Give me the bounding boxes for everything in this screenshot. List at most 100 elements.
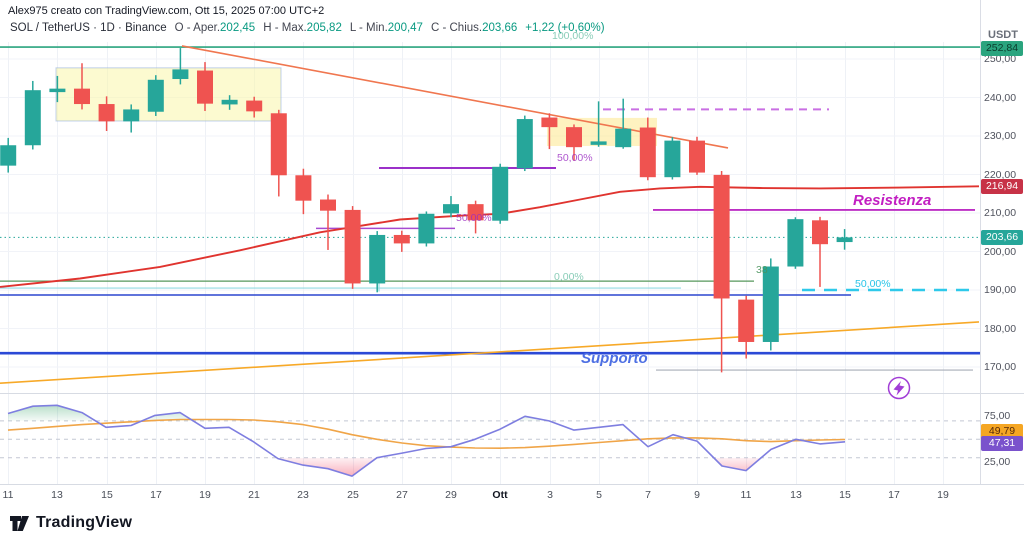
date-label[interactable]: 17 xyxy=(150,489,162,501)
candle-body xyxy=(197,70,213,104)
ohlc-value: 200,47 xyxy=(387,22,423,34)
separator: · xyxy=(89,22,101,34)
candle-body xyxy=(615,128,632,148)
candle-body xyxy=(639,127,656,178)
trendlines xyxy=(0,45,980,384)
date-label[interactable]: 19 xyxy=(199,489,211,501)
rsi-oversold-fill xyxy=(8,457,845,477)
rsi-overbought-fill xyxy=(8,405,845,421)
ohlc-value: 205,82 xyxy=(306,22,342,34)
candle-body xyxy=(418,213,435,244)
candle-body xyxy=(812,220,828,245)
date-label[interactable]: 27 xyxy=(396,489,408,501)
fib-0-label: 0,00% xyxy=(554,271,584,283)
currency-label: USDT xyxy=(988,29,1018,41)
fib-38-label: 38 xyxy=(756,264,768,276)
candle-body xyxy=(98,104,115,122)
date-label[interactable]: 13 xyxy=(790,489,802,501)
candle-body xyxy=(369,234,386,284)
date-label[interactable]: 9 xyxy=(694,489,700,501)
attribution-text: Alex975 creato con TradingView.com, Ott … xyxy=(8,5,325,17)
rsi-tick: 25,00 xyxy=(984,456,1011,469)
price-tick: 200,00 xyxy=(984,245,1017,258)
symbol-name: SOL / TetherUS xyxy=(10,22,90,34)
date-label[interactable]: Ott xyxy=(492,489,508,501)
ohlc-label: L - Min. xyxy=(349,22,388,34)
date-label[interactable]: 11 xyxy=(740,489,752,501)
candle-body xyxy=(836,237,853,243)
price-tick: 190,00 xyxy=(984,284,1017,296)
candle-body xyxy=(787,219,804,267)
candle-body xyxy=(246,100,263,112)
rsi-badge: 47,31 xyxy=(981,435,1023,451)
fib-50-cyan-label: 50,00% xyxy=(855,278,891,290)
candle-body xyxy=(295,175,312,201)
high-level-badge: 252,84 xyxy=(981,40,1023,56)
candle-body xyxy=(344,209,361,284)
candle-body xyxy=(566,127,582,148)
ma-level-badge: 216,94 xyxy=(981,178,1023,194)
rsi-line xyxy=(7,404,846,477)
candle-body xyxy=(443,204,459,214)
price-tick: 180,00 xyxy=(984,322,1017,335)
ohlc-value: 202,45 xyxy=(220,22,256,34)
candle-body xyxy=(590,141,607,145)
exchange-label: Binance xyxy=(125,22,167,34)
candle-body xyxy=(172,69,189,80)
tradingview-logo-text: TradingView xyxy=(36,514,133,531)
candle-body xyxy=(516,119,533,169)
pane-borders xyxy=(0,0,1024,485)
candle-body xyxy=(0,145,17,166)
ohlc-label: H - Max. xyxy=(263,22,307,34)
date-label[interactable]: 21 xyxy=(248,489,260,501)
date-label[interactable]: 15 xyxy=(839,489,851,501)
fib-50-mid-label: 50,00% xyxy=(456,212,492,224)
candle-body xyxy=(24,90,41,146)
date-label[interactable]: 5 xyxy=(596,489,602,501)
rsi-panel xyxy=(0,404,980,477)
date-label[interactable]: 3 xyxy=(547,489,553,501)
lightning-icon[interactable] xyxy=(887,376,911,400)
date-label[interactable]: 25 xyxy=(347,489,359,501)
change-value: +1,22 (+0,60%) xyxy=(525,22,605,34)
ohlc-label: C - Chius. xyxy=(430,22,483,34)
fib-100-label: 100,00% xyxy=(552,30,594,42)
rsi-ma-line xyxy=(7,418,846,450)
date-label[interactable]: 7 xyxy=(645,489,651,501)
last-price-badge: 203,66 xyxy=(981,229,1023,245)
candle-body xyxy=(664,140,681,178)
fib-50-upper-label: 50,00% xyxy=(557,152,593,164)
candle-body xyxy=(49,88,66,93)
date-label[interactable]: 29 xyxy=(445,489,457,501)
resistenza-label: Resistenza xyxy=(853,192,932,209)
rsi-ma-badge: 49,79 xyxy=(981,423,1023,439)
symbol-info-row[interactable]: SOL / TetherUS · 1D · Binance O - Aper.20… xyxy=(10,22,605,34)
candle-body xyxy=(689,140,705,173)
ascending-trendline xyxy=(0,321,980,384)
candle-body xyxy=(467,204,484,221)
date-label[interactable]: 15 xyxy=(101,489,113,501)
date-label[interactable]: 23 xyxy=(297,489,309,501)
date-label[interactable]: 13 xyxy=(51,489,63,501)
candle-body xyxy=(713,174,730,299)
date-label[interactable]: 19 xyxy=(937,489,949,501)
candle-body xyxy=(270,113,287,176)
candles xyxy=(0,48,853,373)
rsi-tick: 75,00 xyxy=(984,410,1011,423)
separator: · xyxy=(114,22,126,34)
descending-trendline xyxy=(181,45,729,149)
candle-body xyxy=(541,117,558,128)
candle-body xyxy=(492,166,509,221)
price-tick: 230,00 xyxy=(984,130,1017,142)
date-label[interactable]: 11 xyxy=(2,489,14,501)
date-label[interactable]: 17 xyxy=(888,489,900,501)
highlight-boxes xyxy=(55,67,657,147)
price-tick: 210,00 xyxy=(984,207,1017,219)
tradingview-logo[interactable]: TradingView xyxy=(10,514,132,532)
ohlc-value: 203,66 xyxy=(482,22,518,34)
supporto-label: Supporto xyxy=(581,350,648,367)
price-tick: 220,00 xyxy=(984,168,1017,181)
price-tick: 240,00 xyxy=(984,91,1017,104)
